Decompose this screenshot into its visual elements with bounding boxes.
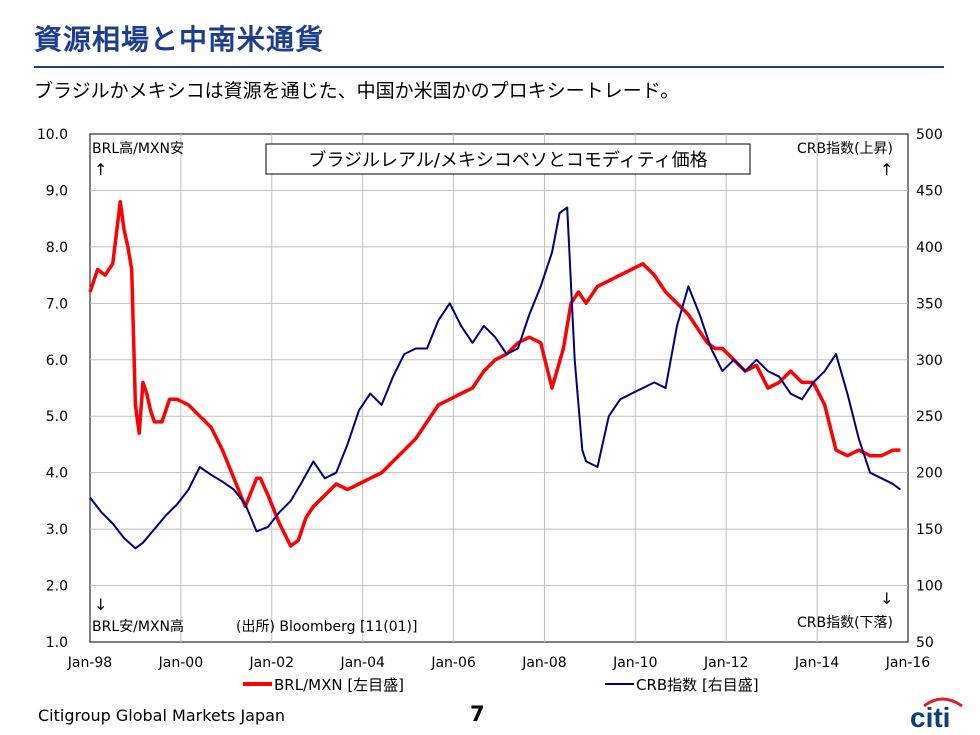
axis-labels: 1.0 50 2.0 100 3.0 150 4.0 200 5.0 250 6.0 300 7.0 35… bbox=[37, 127, 943, 671]
y-left-tick-label: 8.0 bbox=[46, 240, 68, 256]
y-left-tick-label: 1.0 bbox=[46, 635, 68, 651]
down-arrow-right: ↓ bbox=[880, 589, 893, 608]
annotation-crb-up: CRB指数(上昇) bbox=[797, 141, 893, 157]
x-tick-label: Jan-00 bbox=[158, 655, 203, 671]
y-left-tick-label: 5.0 bbox=[46, 409, 68, 425]
legend-label-crb: CRB指数 [右目盛] bbox=[636, 676, 759, 694]
y-right-tick-label: 250 bbox=[916, 409, 943, 425]
x-tick-label: Jan-02 bbox=[249, 655, 294, 671]
y-right-tick-label: 50 bbox=[916, 635, 934, 651]
y-left-tick-label: 9.0 bbox=[46, 183, 68, 199]
source-note: (出所) Bloomberg [11(01)] bbox=[236, 619, 417, 635]
y-right-tick-label: 200 bbox=[916, 466, 943, 482]
footer-company: Citigroup Global Markets Japan bbox=[38, 706, 286, 725]
x-tick-label: Jan-14 bbox=[794, 655, 840, 671]
series-line-crb bbox=[89, 206, 901, 550]
y-right-tick-label: 500 bbox=[916, 127, 943, 143]
gridlines bbox=[90, 134, 908, 642]
y-left-tick-label: 3.0 bbox=[46, 522, 68, 538]
up-arrow-right: ↑ bbox=[880, 160, 893, 179]
x-tick-label: Jan-08 bbox=[521, 655, 566, 671]
x-tick-label: Jan-98 bbox=[67, 655, 112, 671]
y-right-tick-label: 350 bbox=[916, 296, 943, 312]
legend-label-brl-mxn: BRL/MXN [左目盛] bbox=[274, 676, 404, 694]
logo-text: citi bbox=[910, 702, 950, 730]
y-left-tick-label: 2.0 bbox=[46, 579, 68, 595]
x-tick-label: Jan-04 bbox=[339, 655, 385, 671]
logo-arc bbox=[923, 697, 963, 708]
title-rule bbox=[34, 66, 944, 68]
annotation-brl-high: BRL高/MXN安 bbox=[92, 140, 184, 157]
page-number: 7 bbox=[470, 702, 485, 726]
annotation-brl-low: BRL安/MXN高 bbox=[92, 618, 184, 635]
slide-subtitle: ブラジルかメキシコは資源を通じた、中国か米国かのプロキシートレード。 bbox=[34, 80, 680, 102]
y-left-tick-label: 10.0 bbox=[37, 127, 68, 143]
slide-title: 資源相場と中南米通貨 bbox=[34, 23, 325, 56]
x-tick-label: Jan-10 bbox=[612, 655, 657, 671]
y-right-tick-label: 150 bbox=[916, 522, 943, 538]
citi-logo-icon: citi bbox=[910, 697, 963, 730]
y-right-tick-label: 100 bbox=[916, 579, 943, 595]
series-layer bbox=[88, 199, 901, 550]
y-left-tick-label: 7.0 bbox=[46, 296, 68, 312]
x-tick-label: Jan-06 bbox=[430, 655, 476, 671]
chart-title: ブラジルレアル/メキシコペソとコモディティ価格 bbox=[308, 149, 707, 171]
annotation-crb-down: CRB指数(下落) bbox=[797, 615, 893, 631]
x-tick-label: Jan-16 bbox=[885, 655, 931, 671]
y-left-tick-label: 6.0 bbox=[46, 353, 68, 369]
y-left-tick-label: 4.0 bbox=[46, 466, 68, 482]
y-right-tick-label: 300 bbox=[916, 353, 943, 369]
y-right-tick-label: 450 bbox=[916, 183, 943, 199]
chart-title-box bbox=[265, 143, 751, 175]
up-arrow-left: ↑ bbox=[94, 160, 107, 179]
x-tick-label: Jan-12 bbox=[703, 655, 748, 671]
down-arrow-left: ↓ bbox=[94, 595, 107, 614]
plot-area bbox=[89, 133, 909, 643]
y-right-tick-label: 400 bbox=[916, 240, 943, 256]
